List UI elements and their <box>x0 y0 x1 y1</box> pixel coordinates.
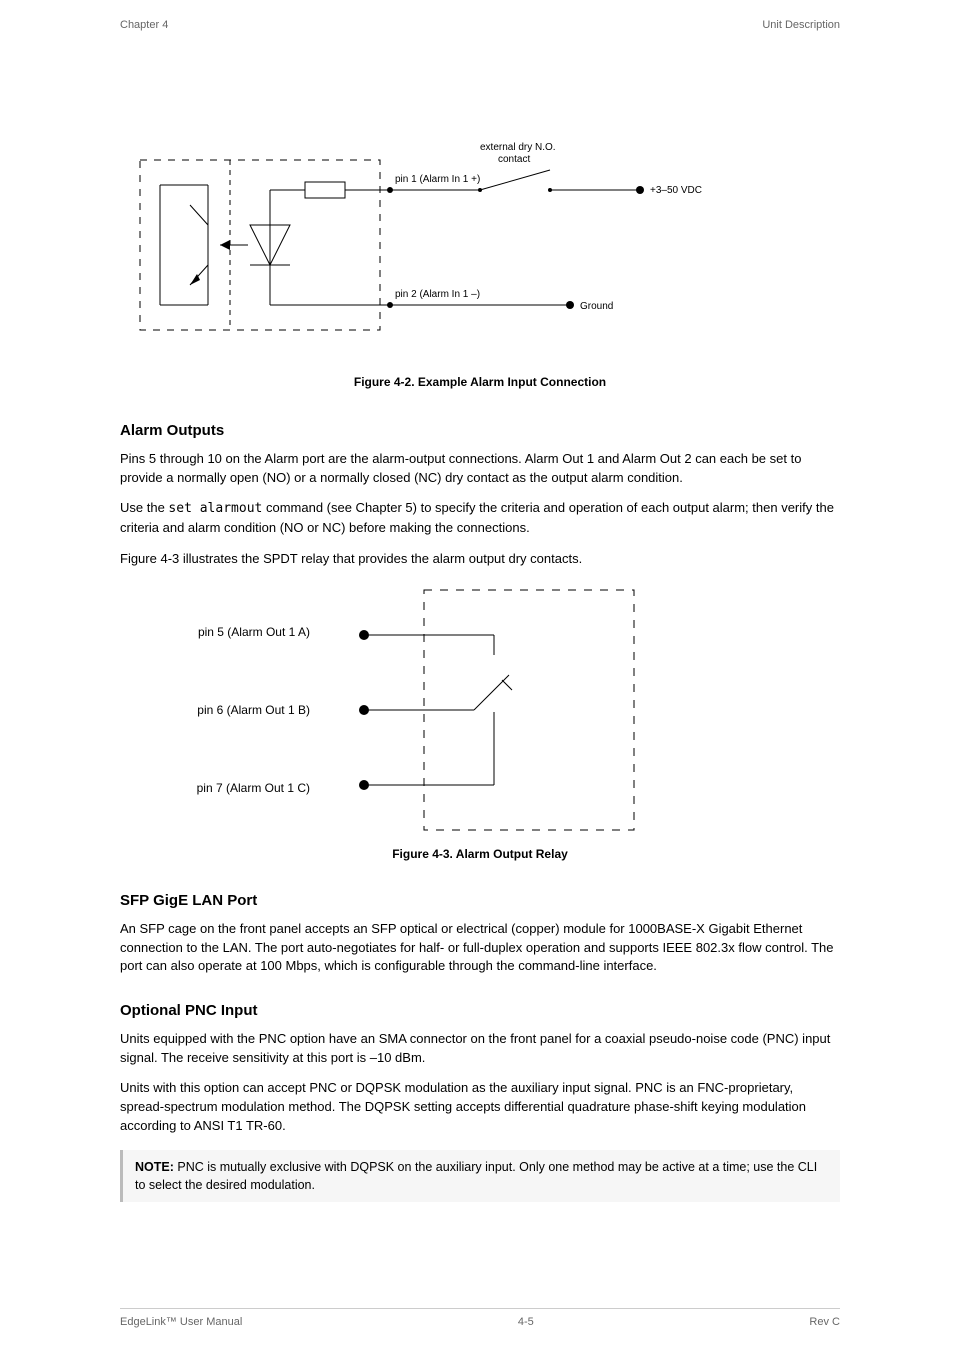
pnc-section: Optional PNC Input Units equipped with t… <box>120 1000 840 1216</box>
chapter-title: Unit Description <box>762 18 840 34</box>
figure2-caption: Figure 4-3. Alarm Output Relay <box>120 846 840 863</box>
alarm-outputs-p2: Use the set alarmout command (see Chapte… <box>120 499 840 538</box>
alarm-outputs-p3: Figure 4-3 illustrates the SPDT relay th… <box>120 550 840 569</box>
figure-alarm-output: pin 5 (Alarm Out 1 A) pin 6 (Alarm Out 1… <box>120 580 840 875</box>
sfp-section: SFP GigE LAN Port An SFP cage on the fro… <box>120 890 840 988</box>
footer-rev: Rev C <box>809 1315 840 1331</box>
relay-pin-c: pin 7 (Alarm Out 1 C) <box>120 749 310 827</box>
chapter-label: Chapter 4 <box>120 18 168 34</box>
alarm-input-diagram: pin 1 (Alarm In 1 +) pin 2 (Alarm In 1 –… <box>120 130 760 370</box>
gnd-label: Ground <box>580 301 613 312</box>
vdc-label: +3–50 VDC <box>650 185 702 196</box>
pnc-p2: Units with this option can accept PNC or… <box>120 1079 840 1136</box>
contact-label1: external dry N.O. <box>480 142 556 153</box>
alarm-outputs-p1: Pins 5 through 10 on the Alarm port are … <box>120 450 840 488</box>
note-text: PNC is mutually exclusive with DQPSK on … <box>135 1160 817 1192</box>
footer-doc: EdgeLink™ User Manual <box>120 1315 242 1331</box>
running-header: Chapter 4 Unit Description <box>120 18 840 34</box>
footer-page: 4-5 <box>518 1315 534 1331</box>
sfp-text: An SFP cage on the front panel accepts a… <box>120 920 840 977</box>
note-label: NOTE: <box>135 1160 177 1174</box>
relay-pin-a: pin 5 (Alarm Out 1 A) <box>120 593 310 671</box>
pnc-p1: Units equipped with the PNC option have … <box>120 1030 840 1068</box>
relay-pin-b: pin 6 (Alarm Out 1 B) <box>120 671 310 749</box>
set-alarmout-cmd: set alarmout <box>168 501 262 516</box>
relay-pin-labels: pin 5 (Alarm Out 1 A) pin 6 (Alarm Out 1… <box>120 593 310 827</box>
alarm-outputs-heading: Alarm Outputs <box>120 420 840 442</box>
sfp-heading: SFP GigE LAN Port <box>120 890 840 912</box>
page: Chapter 4 Unit Description <box>0 0 954 1351</box>
figure-alarm-input: pin 1 (Alarm In 1 +) pin 2 (Alarm In 1 –… <box>120 130 840 403</box>
alarm-outputs-section: Alarm Outputs Pins 5 through 10 on the A… <box>120 420 840 581</box>
pin2-label: pin 2 (Alarm In 1 –) <box>395 289 480 300</box>
page-footer: EdgeLink™ User Manual 4-5 Rev C <box>120 1308 840 1331</box>
pnc-note: NOTE: PNC is mutually exclusive with DQP… <box>120 1150 840 1202</box>
figure1-caption: Figure 4-2. Example Alarm Input Connecti… <box>120 374 840 391</box>
pnc-heading: Optional PNC Input <box>120 1000 840 1022</box>
pin1-label: pin 1 (Alarm In 1 +) <box>395 174 480 185</box>
contact-label2: contact <box>498 154 530 165</box>
relay-diagram <box>334 580 654 840</box>
